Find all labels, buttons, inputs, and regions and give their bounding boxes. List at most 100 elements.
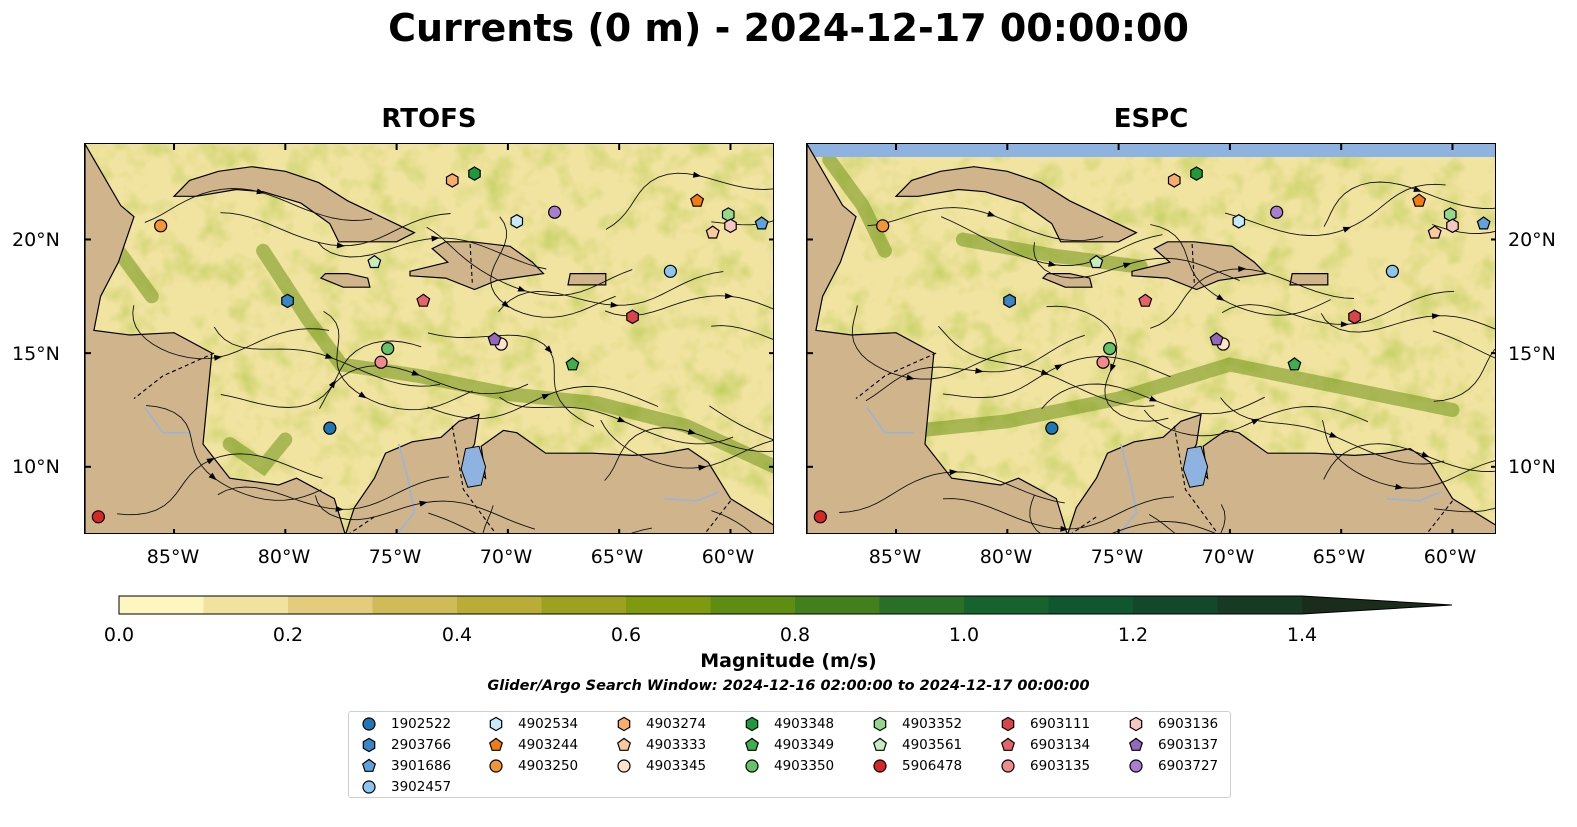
land-hispaniola: [409, 241, 545, 291]
streamlines: [839, 181, 1495, 533]
hexagon-marker-icon: [745, 716, 759, 732]
colorbar-tick-label: 0.6: [610, 624, 642, 646]
land-jamaica: [319, 273, 371, 288]
legend-label: 6903136: [1158, 716, 1219, 732]
legend-label: 4903333: [646, 737, 707, 753]
streamline: [323, 311, 473, 411]
platform-marker-4903333: [705, 225, 720, 239]
lon-tick-label: 75°W: [368, 546, 422, 568]
legend-label: 4903352: [902, 716, 963, 732]
platform-marker-1902522: [1045, 421, 1059, 435]
land-central-america: [807, 144, 1068, 533]
streamline-arrow-icon: [544, 345, 553, 354]
platform-marker-4903250: [876, 219, 890, 233]
platform-marker-4902534: [1232, 214, 1246, 229]
streamline: [213, 326, 441, 387]
platform-marker-6903727: [548, 205, 562, 219]
land-cuba: [894, 166, 1138, 243]
lon-tick-label: 85°W: [868, 546, 922, 568]
legend-item-6903727: 6903727: [1126, 756, 1218, 776]
streamline-arrow-icon: [975, 367, 984, 374]
platform-marker-4903348: [468, 166, 481, 181]
legend-label: 3902457: [391, 779, 452, 795]
platform-marker-3901686: [1476, 216, 1491, 230]
platform-marker-2903766: [1003, 293, 1016, 309]
streamline: [867, 207, 1104, 242]
streamline: [428, 512, 652, 533]
land-puerto-rico: [1289, 273, 1329, 286]
hexagon-marker-icon: [617, 716, 631, 732]
streamline-arrow-icon: [1216, 294, 1225, 301]
river: [663, 491, 720, 502]
legend-item-4903561: 4903561: [870, 735, 962, 755]
country-border: [451, 425, 497, 533]
pentagon-marker-icon: [361, 758, 377, 772]
land-puerto-rico: [567, 273, 607, 286]
platform-marker-4903349: [1287, 357, 1302, 371]
streamline-arrow-icon: [987, 210, 996, 217]
streamline: [427, 386, 659, 419]
map-panel-rtofs[interactable]: [84, 143, 774, 534]
river: [1119, 443, 1138, 533]
lake-maracaibo: [460, 445, 487, 488]
colorbar-tick-label: 0.8: [779, 624, 811, 646]
streamline: [1143, 406, 1369, 437]
streamline: [600, 419, 773, 469]
streamline: [1433, 507, 1495, 513]
streamline-arrow-icon: [1342, 226, 1352, 233]
colorbar-segment: [119, 596, 204, 614]
legend-label: 4903350: [774, 758, 835, 774]
lon-tick-label: 85°W: [146, 546, 200, 568]
legend-label: 5906478: [902, 758, 963, 774]
legend-item-4903333: 4903333: [614, 735, 706, 755]
map-panel-espc[interactable]: [806, 143, 1496, 534]
platform-marker-3901686: [754, 216, 769, 230]
strong-current-band: [822, 152, 892, 258]
streamline-arrow-icon: [411, 369, 420, 376]
legend-label: 4903348: [774, 716, 835, 732]
streamline-arrow-icon: [213, 354, 223, 361]
streamline: [942, 356, 1171, 399]
streamline-arrow-icon: [206, 457, 215, 465]
lat-tick-label-left: 10°N: [12, 456, 60, 478]
streamline: [319, 365, 529, 409]
platform-marker-6903111: [1348, 309, 1361, 325]
streamline-arrow-icon: [335, 505, 344, 512]
legend-item-6903137: 6903137: [1126, 735, 1218, 755]
lon-tick-label: 60°W: [701, 546, 755, 568]
streamline: [490, 216, 616, 318]
streamline: [1029, 495, 1216, 533]
streamline-arrow-icon: [431, 235, 440, 242]
legend-item-1902522: 1902522: [359, 714, 451, 734]
land-jamaica: [1041, 273, 1093, 288]
streamline: [942, 496, 1175, 530]
platform-marker-1902522: [323, 421, 337, 435]
legend-label: 4903345: [646, 758, 707, 774]
circle-marker-icon: [1001, 759, 1015, 773]
streamline: [1323, 443, 1495, 480]
legend-label: 4903274: [646, 716, 707, 732]
pentagon-marker-icon: [1000, 737, 1016, 751]
streamline-arrow-icon: [501, 300, 510, 308]
circle-marker-icon: [1129, 759, 1143, 773]
platform-marker-4903350: [381, 341, 395, 356]
legend-label: 6903137: [1158, 737, 1219, 753]
streamline-arrow-icon: [906, 374, 915, 381]
streamline-arrow-icon: [517, 285, 527, 292]
strong-current-band: [955, 232, 1148, 274]
colorbar-tick-label: 1.2: [1117, 624, 1149, 646]
legend-item-4903349: 4903349: [742, 735, 834, 755]
lon-tick-label: 60°W: [1423, 546, 1477, 568]
streamline-arrow-icon: [419, 500, 428, 507]
streamline-arrow-icon: [1110, 363, 1116, 373]
colorbar-segment: [1217, 596, 1303, 614]
colorbar-tick-label: 1.0: [948, 624, 980, 646]
streamline-arrow-icon: [698, 464, 707, 471]
streamline-arrow-icon: [692, 171, 702, 178]
lon-tick-label: 80°W: [257, 546, 311, 568]
platform-marker-3902457: [1385, 264, 1399, 278]
streamline: [145, 405, 322, 501]
platform-marker-6903136: [1446, 218, 1459, 234]
streamline: [605, 172, 773, 230]
platform-marker-4903244: [690, 193, 705, 207]
